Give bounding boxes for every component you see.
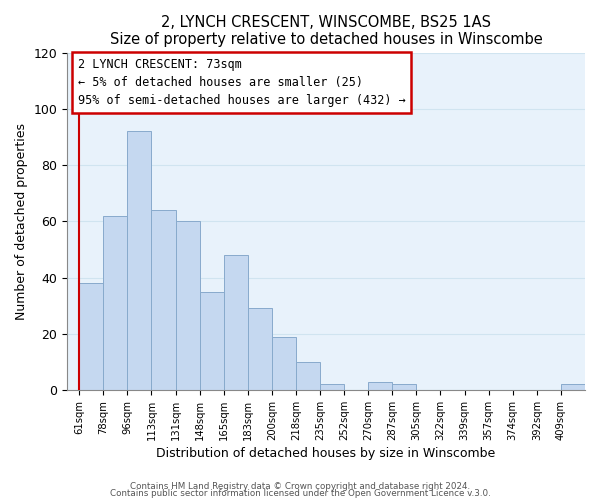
Title: 2, LYNCH CRESCENT, WINSCOMBE, BS25 1AS
Size of property relative to detached hou: 2, LYNCH CRESCENT, WINSCOMBE, BS25 1AS S… <box>110 15 542 48</box>
Bar <box>79 283 103 390</box>
Bar <box>561 384 585 390</box>
Bar <box>127 132 151 390</box>
Y-axis label: Number of detached properties: Number of detached properties <box>15 123 28 320</box>
Bar <box>151 210 176 390</box>
Bar <box>248 308 272 390</box>
Bar <box>392 384 416 390</box>
Bar <box>176 222 200 390</box>
Text: Contains public sector information licensed under the Open Government Licence v.: Contains public sector information licen… <box>110 490 490 498</box>
Bar <box>296 362 320 390</box>
Bar <box>368 382 392 390</box>
X-axis label: Distribution of detached houses by size in Winscombe: Distribution of detached houses by size … <box>157 447 496 460</box>
Bar <box>224 255 248 390</box>
Text: Contains HM Land Registry data © Crown copyright and database right 2024.: Contains HM Land Registry data © Crown c… <box>130 482 470 491</box>
Text: 2 LYNCH CRESCENT: 73sqm
← 5% of detached houses are smaller (25)
95% of semi-det: 2 LYNCH CRESCENT: 73sqm ← 5% of detached… <box>77 58 405 107</box>
Bar <box>320 384 344 390</box>
Bar <box>200 292 224 390</box>
Bar <box>103 216 127 390</box>
Bar <box>272 336 296 390</box>
